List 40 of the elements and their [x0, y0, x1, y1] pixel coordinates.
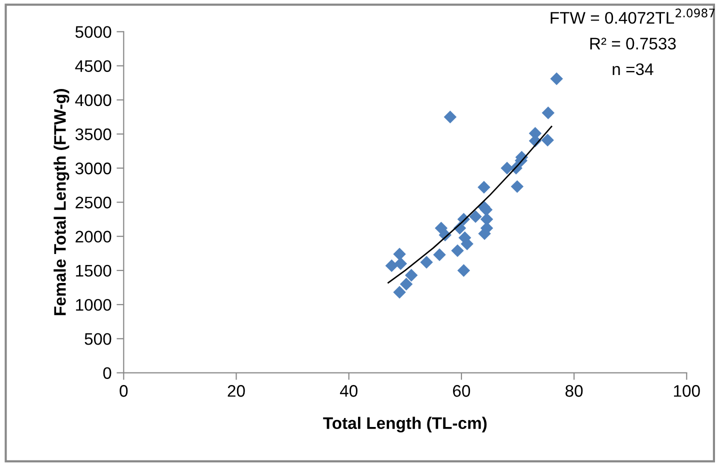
x-tick-label: 20	[228, 385, 245, 397]
annotation: R² = 0.7533	[590, 38, 676, 50]
point	[451, 244, 464, 258]
point	[542, 106, 555, 120]
point	[444, 110, 457, 124]
x-axis-title: Total Length (TL-cm)	[323, 416, 487, 432]
point	[394, 257, 408, 270]
x-tick-label: 0	[120, 385, 128, 397]
point	[433, 248, 446, 262]
annotation: n =34	[612, 63, 654, 76]
point	[400, 278, 413, 290]
x-tick-label: 80	[566, 385, 583, 397]
point	[393, 286, 406, 299]
y-tick-label: 1000	[76, 298, 112, 311]
point	[457, 264, 470, 277]
y-tick-label: 2000	[76, 230, 112, 243]
x-tick-label: 100	[674, 385, 700, 397]
y-tick-label: 3500	[75, 128, 112, 140]
x-tick-label: 40	[340, 385, 358, 397]
y-tick-label: 3000	[75, 162, 112, 174]
y-tick-label: 5000	[75, 26, 112, 38]
point	[393, 248, 406, 260]
point	[478, 180, 490, 194]
point	[385, 259, 398, 272]
y-tick-label: 4000	[75, 94, 112, 106]
line-series	[388, 126, 552, 284]
y-tick-label: 1500	[76, 264, 112, 277]
y-tick-label: 2500	[76, 196, 112, 208]
point	[420, 256, 433, 269]
y-axis-title: Female Total Length (FTW-g)	[54, 89, 70, 316]
x-tick-label: 60	[453, 385, 470, 397]
point	[541, 134, 554, 147]
point	[404, 268, 418, 282]
text: FTW = 0.4072TL$^{2.0987}$	[550, 8, 715, 24]
point	[510, 180, 524, 193]
y-tick-label: 4500	[75, 60, 112, 72]
point	[469, 210, 482, 223]
y-tick-label: 500	[84, 333, 112, 345]
point	[550, 72, 563, 86]
y-tick-label: 0	[103, 367, 112, 380]
